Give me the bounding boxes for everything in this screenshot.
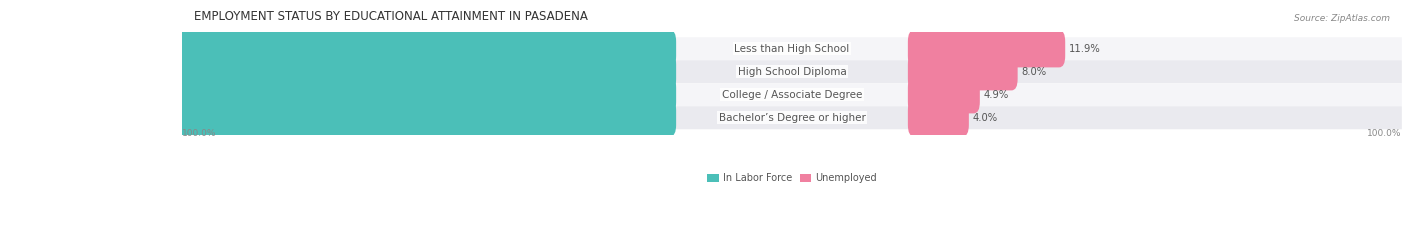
Text: 84.2%: 84.2% xyxy=(0,113,20,123)
FancyBboxPatch shape xyxy=(0,30,676,67)
FancyBboxPatch shape xyxy=(908,30,1066,67)
Text: 100.0%: 100.0% xyxy=(183,129,217,138)
FancyBboxPatch shape xyxy=(0,53,676,90)
FancyBboxPatch shape xyxy=(908,76,980,113)
FancyBboxPatch shape xyxy=(183,106,1402,129)
FancyBboxPatch shape xyxy=(183,60,1402,83)
Text: 4.0%: 4.0% xyxy=(973,113,998,123)
Text: 4.9%: 4.9% xyxy=(983,90,1008,100)
FancyBboxPatch shape xyxy=(908,99,969,136)
Text: 76.3%: 76.3% xyxy=(48,67,83,77)
Text: High School Diploma: High School Diploma xyxy=(738,67,846,77)
Legend: In Labor Force, Unemployed: In Labor Force, Unemployed xyxy=(703,169,880,187)
Text: Less than High School: Less than High School xyxy=(734,44,849,54)
Text: 11.9%: 11.9% xyxy=(1069,44,1101,54)
Text: EMPLOYMENT STATUS BY EDUCATIONAL ATTAINMENT IN PASADENA: EMPLOYMENT STATUS BY EDUCATIONAL ATTAINM… xyxy=(194,10,588,23)
FancyBboxPatch shape xyxy=(0,76,676,113)
FancyBboxPatch shape xyxy=(183,83,1402,106)
Text: 100.0%: 100.0% xyxy=(1367,129,1402,138)
Text: Bachelor’s Degree or higher: Bachelor’s Degree or higher xyxy=(718,113,866,123)
FancyBboxPatch shape xyxy=(183,37,1402,60)
FancyBboxPatch shape xyxy=(0,99,676,136)
Text: College / Associate Degree: College / Associate Degree xyxy=(721,90,862,100)
FancyBboxPatch shape xyxy=(908,53,1018,90)
Text: 81.1%: 81.1% xyxy=(10,90,45,100)
Text: 69.9%: 69.9% xyxy=(98,44,134,54)
Text: Source: ZipAtlas.com: Source: ZipAtlas.com xyxy=(1294,14,1389,23)
Text: 8.0%: 8.0% xyxy=(1021,67,1046,77)
